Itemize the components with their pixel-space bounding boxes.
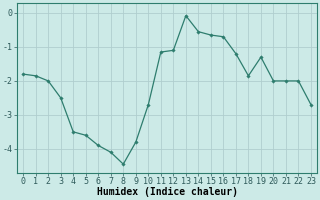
X-axis label: Humidex (Indice chaleur): Humidex (Indice chaleur) [97,187,237,197]
